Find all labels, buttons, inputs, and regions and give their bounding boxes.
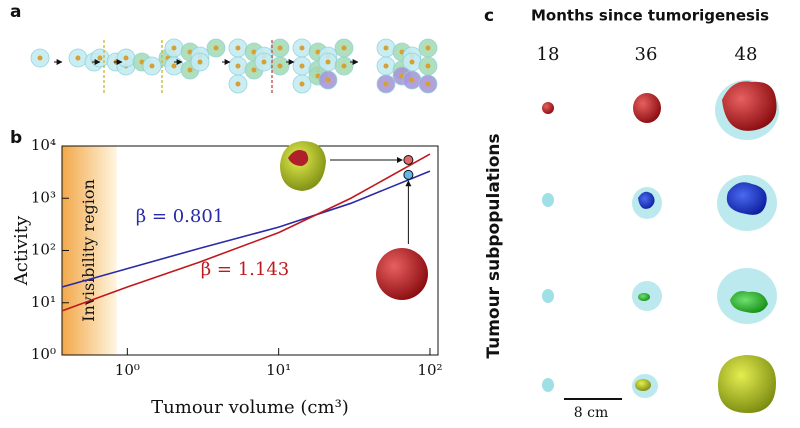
nucleus	[97, 55, 103, 61]
y-tick-label: 10²	[31, 241, 56, 259]
render	[376, 248, 428, 300]
nucleus	[383, 63, 389, 69]
column-label: 48	[735, 44, 758, 65]
x-tick-label: 10¹	[266, 361, 291, 379]
panel-label: a	[10, 2, 21, 22]
nucleus	[171, 45, 177, 51]
panel-title: Months since tumorigenesis	[531, 7, 769, 25]
y-tick-label: 10⁰	[31, 345, 56, 363]
y-axis-label: Activity	[11, 215, 32, 286]
nucleus	[341, 45, 347, 51]
nucleus	[261, 59, 267, 65]
nucleus	[409, 77, 415, 83]
nucleus	[235, 63, 241, 69]
nucleus	[149, 63, 155, 69]
render	[542, 102, 554, 114]
highlight-point	[403, 169, 414, 180]
series-label: β = 1.143	[201, 259, 289, 280]
nucleus	[299, 81, 305, 87]
plot-frame	[61, 145, 439, 356]
nucleus	[383, 45, 389, 51]
nucleus	[123, 55, 129, 61]
nucleus	[187, 67, 193, 73]
render	[635, 379, 651, 391]
render	[638, 191, 655, 209]
render	[633, 93, 661, 123]
nucleus	[425, 45, 431, 51]
column-label: 36	[635, 44, 658, 65]
series-label: β = 0.801	[136, 206, 224, 227]
nucleus	[383, 81, 389, 87]
render	[542, 289, 554, 303]
render	[726, 182, 767, 215]
nucleus	[425, 81, 431, 87]
render	[542, 193, 554, 207]
series-line	[61, 153, 431, 312]
row-label: Tumour subpopulations	[484, 133, 504, 358]
x-tick-label: 10²	[417, 361, 442, 379]
render	[730, 291, 768, 313]
nucleus	[213, 45, 219, 51]
region-label: Invisibility region	[79, 179, 98, 322]
nucleus	[325, 77, 331, 83]
nucleus	[171, 63, 177, 69]
nucleus	[37, 55, 43, 61]
series-line	[61, 170, 431, 288]
y-tick-label: 10⁴	[31, 136, 56, 154]
nucleus	[325, 59, 331, 65]
chart: Invisibility region 10⁰ 10¹ 10² 10⁰ 10¹ 10² 10³…	[11, 136, 443, 418]
nucleus	[235, 45, 241, 51]
render	[280, 141, 326, 191]
render	[718, 355, 776, 413]
highlight-point	[403, 154, 414, 165]
nucleus	[341, 63, 347, 69]
y-tick-label: 10¹	[31, 293, 56, 311]
panel-label: b	[10, 128, 22, 148]
y-tick-label: 10³	[31, 188, 56, 206]
nucleus	[299, 45, 305, 51]
x-axis-label: Tumour volume (cm³)	[151, 397, 349, 418]
tumour-renders: Months since tumorigenesis 18 36 48 Tumo…	[484, 7, 779, 421]
render	[722, 81, 777, 131]
column-label: 18	[537, 44, 560, 65]
nucleus	[409, 59, 415, 65]
nucleus	[235, 81, 241, 87]
panel-label: c	[484, 6, 494, 26]
nucleus	[75, 55, 81, 61]
invisibility-region	[62, 146, 117, 355]
render	[638, 293, 650, 301]
scale-bar-label: 8 cm	[574, 405, 608, 421]
render	[542, 378, 554, 392]
nucleus	[251, 67, 257, 73]
nucleus	[425, 63, 431, 69]
nucleus	[277, 45, 283, 51]
cell-diagram	[30, 38, 438, 95]
nucleus	[299, 63, 305, 69]
render	[288, 150, 309, 166]
nucleus	[277, 63, 283, 69]
nucleus	[197, 59, 203, 65]
x-tick-label: 10⁰	[115, 361, 140, 379]
